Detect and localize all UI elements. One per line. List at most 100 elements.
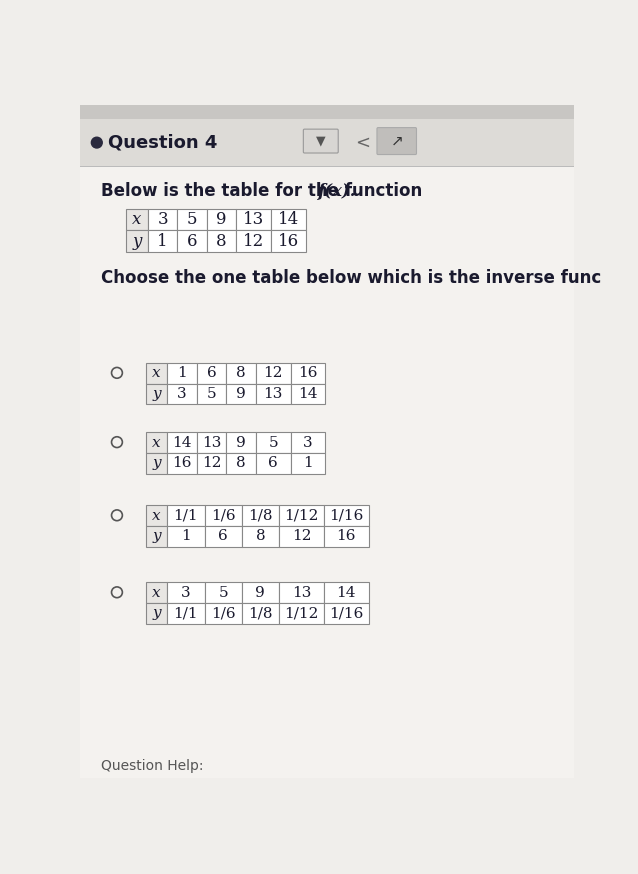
Bar	[256, 384, 290, 405]
Bar	[167, 363, 197, 384]
Bar	[145, 453, 167, 474]
Bar	[167, 505, 205, 526]
Text: 14: 14	[278, 212, 299, 228]
Text: 1/16: 1/16	[329, 509, 364, 523]
Bar	[167, 526, 205, 547]
Text: x: x	[152, 366, 161, 380]
Text: 16: 16	[337, 530, 356, 544]
Text: 8: 8	[236, 366, 246, 380]
Text: 5: 5	[207, 387, 216, 401]
Text: 3: 3	[158, 212, 168, 228]
Text: 16: 16	[172, 456, 192, 470]
Bar	[324, 603, 369, 624]
Text: 8: 8	[216, 232, 227, 250]
Bar	[279, 603, 324, 624]
Bar	[324, 505, 369, 526]
Bar	[205, 505, 242, 526]
Bar	[279, 582, 324, 603]
Text: x: x	[152, 435, 161, 449]
Bar	[145, 505, 167, 526]
Text: 1/8: 1/8	[248, 607, 272, 621]
Bar	[126, 231, 148, 252]
Bar	[126, 209, 148, 231]
Text: y: y	[152, 607, 161, 621]
Bar	[236, 209, 271, 231]
Text: y: y	[133, 232, 142, 250]
Text: 12: 12	[263, 366, 283, 380]
Bar	[290, 432, 325, 453]
Text: 5: 5	[218, 586, 228, 600]
Bar	[256, 432, 290, 453]
Text: 6: 6	[218, 530, 228, 544]
Text: y: y	[152, 530, 161, 544]
Bar	[290, 384, 325, 405]
Bar	[242, 526, 279, 547]
Text: y: y	[152, 387, 161, 401]
FancyBboxPatch shape	[303, 129, 338, 153]
Bar	[271, 231, 306, 252]
Bar	[167, 432, 197, 453]
FancyBboxPatch shape	[377, 128, 417, 155]
Bar	[177, 231, 207, 252]
Text: 12: 12	[202, 456, 221, 470]
Bar	[205, 603, 242, 624]
Bar	[324, 526, 369, 547]
Bar	[226, 453, 256, 474]
Text: 1: 1	[181, 530, 191, 544]
Text: 5: 5	[269, 435, 278, 449]
Bar	[271, 209, 306, 231]
Text: 8: 8	[236, 456, 246, 470]
Text: 1/16: 1/16	[329, 607, 364, 621]
Bar	[290, 363, 325, 384]
Text: 12: 12	[292, 530, 311, 544]
Text: 1: 1	[303, 456, 313, 470]
Text: 1/12: 1/12	[284, 509, 318, 523]
Circle shape	[91, 137, 102, 148]
Text: 14: 14	[172, 435, 192, 449]
Bar	[256, 453, 290, 474]
Bar	[290, 453, 325, 474]
Text: 5: 5	[187, 212, 197, 228]
Bar	[242, 505, 279, 526]
Text: Choose the one table below which is the inverse func: Choose the one table below which is the …	[101, 269, 602, 288]
Text: 8: 8	[255, 530, 265, 544]
Bar	[167, 453, 197, 474]
Text: ▼: ▼	[316, 135, 325, 148]
Text: 6: 6	[268, 456, 278, 470]
Text: 1/12: 1/12	[284, 607, 318, 621]
Text: 16: 16	[298, 366, 318, 380]
Bar	[279, 526, 324, 547]
Text: 9: 9	[236, 387, 246, 401]
Bar	[80, 105, 574, 119]
Text: 13: 13	[202, 435, 221, 449]
Text: 14: 14	[298, 387, 318, 401]
Text: 1/6: 1/6	[211, 607, 235, 621]
Bar	[279, 505, 324, 526]
Text: x: x	[152, 509, 161, 523]
Bar	[197, 363, 226, 384]
Bar	[145, 432, 167, 453]
Bar	[205, 582, 242, 603]
Bar	[145, 384, 167, 405]
Text: x: x	[133, 212, 142, 228]
Bar	[145, 363, 167, 384]
Bar	[226, 432, 256, 453]
Text: 12: 12	[243, 232, 264, 250]
Text: 1/1: 1/1	[174, 607, 198, 621]
Bar	[148, 231, 177, 252]
Bar	[226, 384, 256, 405]
Text: Question 4: Question 4	[108, 134, 217, 151]
Text: 1: 1	[158, 232, 168, 250]
Text: 9: 9	[236, 435, 246, 449]
Text: Below is the table for the function: Below is the table for the function	[101, 182, 429, 200]
Bar	[80, 119, 574, 166]
Bar	[197, 384, 226, 405]
Text: 6: 6	[207, 366, 216, 380]
Bar	[145, 582, 167, 603]
Bar	[226, 363, 256, 384]
Text: 13: 13	[292, 586, 311, 600]
Text: 13: 13	[243, 212, 264, 228]
Text: y: y	[152, 456, 161, 470]
Text: 13: 13	[263, 387, 283, 401]
Text: f(x).: f(x).	[318, 183, 357, 199]
